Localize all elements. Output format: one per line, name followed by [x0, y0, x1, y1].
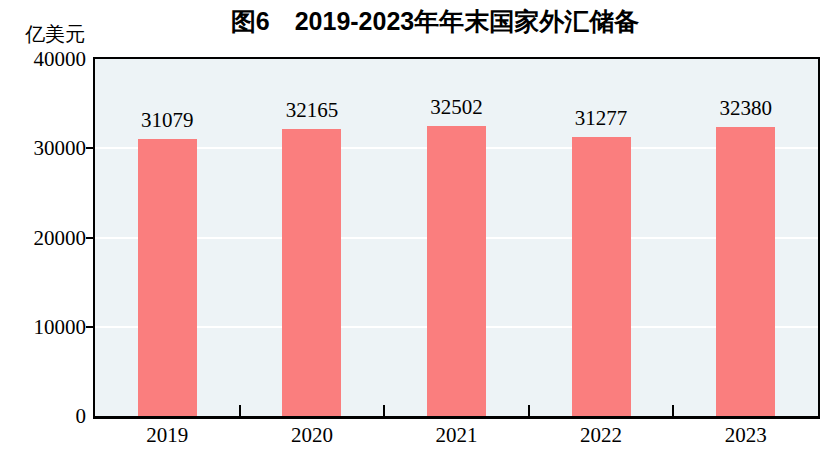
y-tick-label: 20000: [34, 226, 87, 250]
chart: 图6 2019-2023年年末国家外汇储备 亿美元 01000020000300…: [0, 0, 832, 464]
x-axis-tick: [672, 405, 674, 416]
bar-2019: [138, 139, 197, 416]
y-tick-label: 40000: [34, 47, 87, 71]
x-tick-label: 2023: [725, 423, 767, 448]
bar-2023: [716, 127, 775, 416]
bar-value-label: 31079: [141, 109, 194, 131]
plot-area: 31079 32165 32502 31277 32380: [93, 57, 820, 419]
y-tick-label: 30000: [34, 136, 87, 160]
bar-2020: [282, 129, 341, 416]
y-axis-tick: [86, 147, 95, 149]
y-axis-tick-labels: 0 10000 20000 30000 40000: [0, 0, 86, 464]
x-tick-label: 2021: [436, 423, 478, 448]
x-tick-label: 2019: [146, 423, 188, 448]
bar-value-label: 32165: [286, 99, 339, 121]
bar-2022: [572, 137, 631, 416]
bar-2021: [427, 126, 486, 416]
x-axis-labels: 2019 2020 2021 2022 2023: [95, 423, 818, 453]
x-axis-tick: [239, 405, 241, 416]
bar-value-label: 32380: [719, 97, 772, 119]
x-axis-tick: [383, 405, 385, 416]
x-tick-label: 2022: [580, 423, 622, 448]
chart-title: 图6 2019-2023年年末国家外汇储备: [38, 5, 832, 38]
y-tick-label: 0: [76, 404, 87, 428]
x-tick-label: 2020: [291, 423, 333, 448]
y-tick-label: 10000: [34, 315, 87, 339]
y-axis-tick: [86, 326, 95, 328]
y-axis-tick: [86, 237, 95, 239]
bar-value-label: 31277: [575, 107, 628, 129]
x-axis-tick: [528, 405, 530, 416]
bar-value-label: 32502: [430, 96, 483, 118]
